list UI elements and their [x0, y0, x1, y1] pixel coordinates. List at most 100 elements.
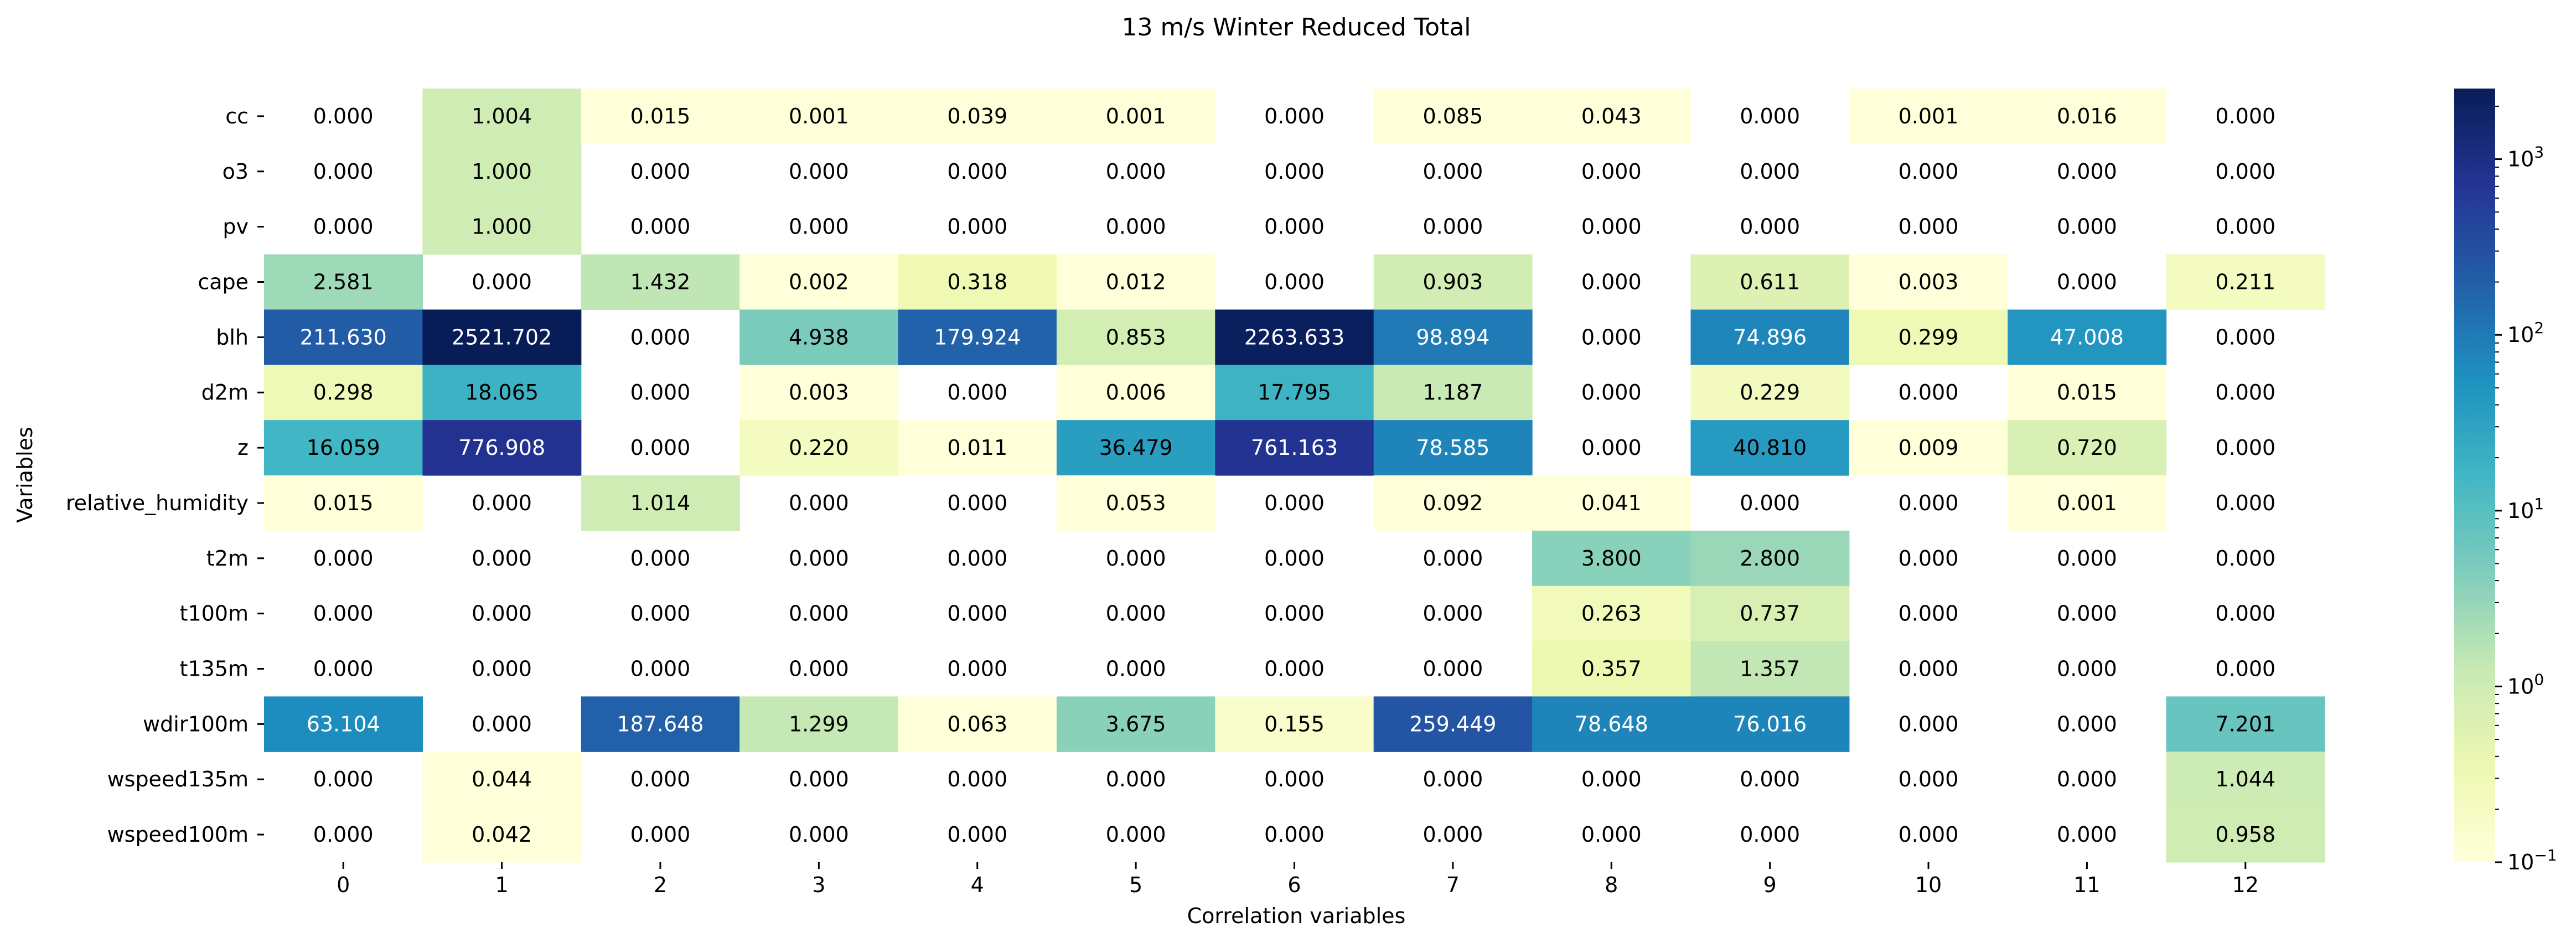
heatmap-cell [1056, 89, 1215, 144]
heatmap-cell [1690, 530, 1850, 587]
cell-value-label: 0.000 [947, 767, 1007, 791]
cell-value-label: 0.000 [1106, 159, 1166, 184]
heatmap-cell [1373, 254, 1533, 310]
cell-value-label: 0.000 [313, 215, 374, 239]
heatmap-cell [422, 420, 582, 476]
cell-value-label: 0.000 [2057, 159, 2117, 184]
cell-value-label: 0.357 [1581, 657, 1642, 681]
heatmap-cell [2166, 807, 2325, 863]
cell-value-label: 0.000 [2057, 712, 2117, 736]
cell-value-label: 0.039 [947, 104, 1007, 128]
heatmap-cell [1532, 475, 1692, 531]
heatmap-cell [1373, 420, 1533, 476]
cell-value-label: 0.002 [789, 270, 849, 294]
cell-value-label: 0.000 [313, 104, 374, 128]
cell-value-label: 0.155 [1264, 712, 1325, 736]
cell-value-label: 0.000 [1899, 712, 1959, 736]
cell-value-label: 0.000 [630, 767, 691, 791]
heatmap-cell [739, 420, 899, 476]
cell-value-label: 0.000 [789, 767, 849, 791]
cell-value-label: 0.000 [789, 491, 849, 515]
cell-value-label: 0.000 [1423, 159, 1483, 184]
cell-value-label: 3.800 [1581, 546, 1642, 571]
cell-value-label: 0.958 [2215, 822, 2275, 847]
cell-value-label: 0.000 [2215, 657, 2275, 681]
cell-value-label: 0.000 [789, 602, 849, 626]
heatmap-cell [581, 254, 740, 310]
cell-value-label: 0.015 [313, 491, 374, 515]
cell-value-label: 0.000 [947, 159, 1007, 184]
cell-value-label: 0.000 [472, 491, 532, 515]
cell-value-label: 0.298 [313, 380, 374, 405]
heatmap-cell [1056, 365, 1215, 421]
heatmap-cell [739, 309, 899, 365]
x-tick-label: 9 [1763, 873, 1777, 897]
cell-value-label: 1.004 [472, 104, 532, 128]
heatmap-cell [1690, 641, 1850, 697]
heatmap-cell [1690, 254, 1850, 310]
heatmap-cell [264, 696, 423, 752]
y-tick-label: t100m [180, 602, 249, 626]
cell-value-label: 0.000 [630, 822, 691, 847]
cell-value-label: 0.000 [630, 380, 691, 405]
cell-value-label: 0.000 [1264, 159, 1325, 184]
cell-value-label: 0.000 [1264, 546, 1325, 571]
y-tick-label: relative_humidity [66, 491, 249, 515]
cell-value-label: 47.008 [2050, 325, 2124, 349]
cell-value-label: 0.000 [1581, 325, 1642, 349]
cell-value-label: 0.318 [947, 270, 1007, 294]
heatmap-cell [1690, 586, 1850, 642]
cell-value-label: 0.063 [947, 712, 1007, 736]
cell-value-label: 1.000 [472, 159, 532, 184]
cell-value-label: 0.000 [472, 657, 532, 681]
heatmap-cell [1690, 309, 1850, 365]
cell-value-label: 1.299 [789, 712, 849, 736]
cell-value-label: 0.001 [789, 104, 849, 128]
cell-value-label: 0.000 [1264, 602, 1325, 626]
heatmap-cell [1690, 420, 1850, 476]
x-tick-label: 2 [654, 873, 667, 897]
colorbar-tick-label: 101 [2507, 495, 2544, 523]
cell-value-label: 0.000 [472, 712, 532, 736]
cell-value-label: 78.648 [1575, 712, 1648, 736]
cell-value-label: 2521.702 [452, 325, 552, 349]
cell-value-label: 0.006 [1106, 380, 1166, 405]
x-axis-label: Correlation variables [1187, 904, 1406, 928]
cell-value-label: 0.001 [1106, 104, 1166, 128]
cell-value-label: 0.000 [1106, 767, 1166, 791]
cell-value-label: 1.187 [1423, 380, 1483, 405]
cell-value-label: 0.000 [947, 491, 1007, 515]
y-tick-label: t2m [206, 546, 249, 571]
cell-value-label: 0.000 [1899, 822, 1959, 847]
x-tick-label: 1 [495, 873, 508, 897]
cell-value-label: 0.000 [1581, 159, 1642, 184]
cell-value-label: 0.000 [1581, 215, 1642, 239]
cell-value-label: 0.853 [1106, 325, 1166, 349]
cell-value-label: 1.000 [472, 215, 532, 239]
heatmap-cell [422, 309, 582, 365]
cell-value-label: 0.000 [2215, 325, 2275, 349]
heatmap-cell [1215, 309, 1374, 365]
x-tick-label: 7 [1446, 873, 1460, 897]
y-tick-label: pv [223, 215, 249, 239]
heatmap-cell [1056, 309, 1215, 365]
y-tick-label: z [237, 436, 249, 460]
heatmap-cell [2008, 475, 2167, 531]
colorbar-gradient [2454, 89, 2495, 862]
cell-value-label: 0.000 [1264, 657, 1325, 681]
cell-value-label: 0.000 [1423, 546, 1483, 571]
cell-value-label: 0.000 [789, 215, 849, 239]
y-tick-label: t135m [180, 657, 249, 681]
heatmap-cell [1532, 641, 1692, 697]
heatmap-cell [422, 752, 582, 807]
cell-value-label: 2263.633 [1244, 325, 1344, 349]
cell-value-label: 0.611 [1740, 270, 1800, 294]
cell-value-label: 0.000 [1899, 546, 1959, 571]
cell-value-label: 1.044 [2215, 767, 2275, 791]
x-tick-label: 0 [337, 873, 350, 897]
cell-value-label: 0.003 [1899, 270, 1959, 294]
heatmap-cell [739, 89, 899, 144]
cell-value-label: 0.000 [1581, 380, 1642, 405]
cell-value-label: 7.201 [2215, 712, 2275, 736]
cell-value-label: 0.000 [1740, 767, 1800, 791]
